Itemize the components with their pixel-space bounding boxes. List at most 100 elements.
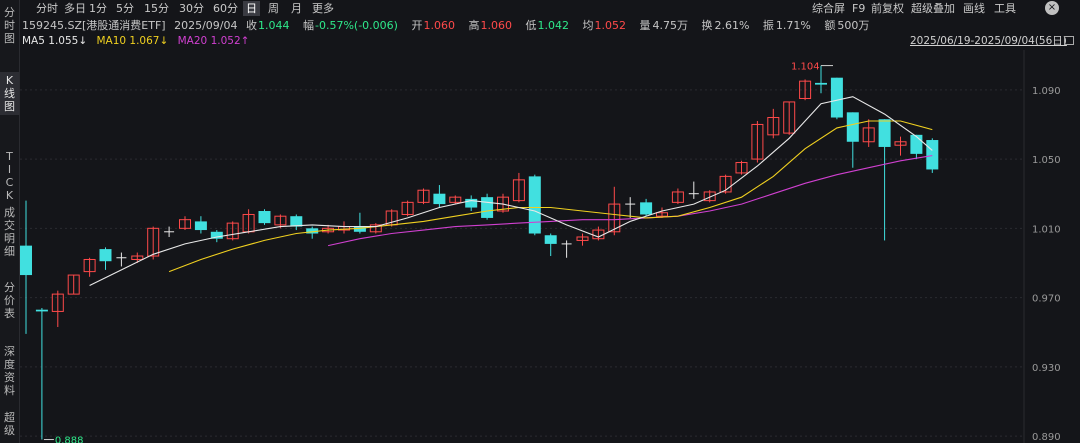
high-label: 高 bbox=[468, 19, 480, 32]
side-tab-4[interactable]: 分价表 bbox=[4, 281, 15, 320]
candle-body-33 bbox=[544, 235, 557, 244]
candle-body-11 bbox=[194, 221, 207, 231]
avg-label: 均 bbox=[582, 19, 594, 32]
candle-body-0 bbox=[20, 245, 32, 276]
candle-body-55 bbox=[894, 141, 907, 146]
candle-body-48 bbox=[783, 101, 796, 134]
amplitude-label: 振 bbox=[762, 19, 774, 32]
candle-body-7 bbox=[131, 255, 144, 260]
ma-legend: MA5 1.055↓ MA10 1.067↓ MA20 1.052↑ bbox=[22, 34, 255, 48]
candle-body-16 bbox=[274, 215, 287, 226]
period-tab-5[interactable]: 30分 bbox=[179, 2, 204, 15]
candle-body-10 bbox=[179, 219, 191, 229]
period-tab-7[interactable]: 日 bbox=[243, 1, 260, 16]
candle-body-26 bbox=[433, 193, 446, 205]
toolbar-item-3[interactable]: 超级叠加 bbox=[911, 2, 955, 15]
candle-body-41 bbox=[671, 191, 684, 203]
period-tab-3[interactable]: 5分 bbox=[116, 2, 134, 15]
candle-body-4 bbox=[83, 258, 96, 273]
period-tab-8[interactable]: 周 bbox=[268, 2, 279, 15]
close-value: 1.044 bbox=[258, 19, 290, 32]
volume-label: 量 bbox=[639, 19, 651, 32]
candle-body-57 bbox=[926, 140, 939, 170]
candle-body-46 bbox=[751, 123, 764, 160]
open-value: 1.060 bbox=[423, 19, 455, 32]
quote-info-line: 159245.SZ[港股通消费ETF] 2025/09/04 收1.044 幅-… bbox=[22, 18, 879, 33]
volume-value: 4.75万 bbox=[652, 19, 688, 32]
period-tab-6[interactable]: 60分 bbox=[213, 2, 238, 15]
toolbar-item-0[interactable]: 综合屏 bbox=[812, 2, 845, 15]
candle-body-49 bbox=[799, 80, 812, 99]
open-label: 开 bbox=[411, 19, 423, 32]
side-tab-6[interactable]: 超级 bbox=[4, 411, 15, 437]
period-toolbar: 分时 多日 1分 5分 15分 30分 60分日周月更多 综合屏 F9 前复权 超级叠加 画线 工具 bbox=[20, 0, 1080, 17]
candle-body-2 bbox=[51, 293, 64, 312]
candle-body-29 bbox=[481, 197, 494, 218]
ma20-line bbox=[327, 155, 933, 247]
side-tab-5[interactable]: 深度资料 bbox=[4, 345, 15, 397]
min-price-label: 0.888 bbox=[55, 436, 84, 443]
y-tick-label-4: 0.930 bbox=[1032, 363, 1061, 374]
side-tab-0[interactable]: 分时图 bbox=[4, 6, 15, 45]
candle-body-28 bbox=[465, 198, 478, 208]
toolbar-item-2[interactable]: 前复权 bbox=[871, 2, 904, 15]
candle-body-53 bbox=[862, 127, 875, 143]
side-tab-3[interactable]: 成交明细 bbox=[4, 206, 15, 258]
max-price-label: 1.104 bbox=[791, 62, 820, 73]
candle-body-32 bbox=[528, 176, 541, 234]
quote-date: 2025/09/04 bbox=[174, 19, 238, 32]
period-tab-9[interactable]: 月 bbox=[291, 2, 302, 15]
candle-body-56 bbox=[910, 134, 923, 154]
candle-body-54 bbox=[878, 119, 891, 147]
candle-body-37 bbox=[608, 203, 621, 233]
candle-body-21 bbox=[353, 226, 366, 232]
y-tick-label-0: 1.090 bbox=[1032, 86, 1061, 97]
y-tick-label-1: 1.050 bbox=[1032, 155, 1061, 166]
candle-body-30 bbox=[497, 196, 509, 212]
security-code: 159245.SZ[港股通消费ETF] bbox=[22, 19, 166, 32]
candle-body-40 bbox=[656, 212, 668, 217]
amplitude-value: 1.71% bbox=[775, 19, 811, 32]
candle-body-5 bbox=[99, 249, 112, 262]
ma20-legend: MA20 1.052↑ bbox=[177, 35, 250, 47]
candle-body-17 bbox=[290, 216, 303, 227]
amount-value: 500万 bbox=[837, 19, 870, 32]
close-icon[interactable]: × bbox=[1045, 1, 1059, 15]
period-tab-4[interactable]: 15分 bbox=[144, 2, 169, 15]
date-range-label[interactable]: 2025/06/19-2025/09/04(56日) bbox=[910, 35, 1067, 47]
candle-body-12 bbox=[210, 231, 223, 239]
toolbar-item-4[interactable]: 画线 bbox=[963, 2, 985, 15]
candle-body-25 bbox=[417, 189, 430, 203]
change-label: 幅 bbox=[303, 19, 314, 32]
y-tick-label-3: 0.970 bbox=[1032, 294, 1061, 305]
candle-body-15 bbox=[258, 211, 271, 224]
candle-body-3 bbox=[67, 274, 80, 295]
avg-value: 1.052 bbox=[594, 19, 626, 32]
ma10-line bbox=[168, 120, 933, 273]
candle-body-31 bbox=[512, 179, 525, 202]
y-tick-label-5: 0.890 bbox=[1032, 432, 1061, 443]
amount-label: 额 bbox=[824, 19, 836, 32]
period-tab-0[interactable]: 分时 bbox=[36, 2, 58, 15]
period-tab-2[interactable]: 1分 bbox=[89, 2, 107, 15]
candle-body-44 bbox=[719, 175, 732, 193]
candle-body-24 bbox=[401, 201, 414, 215]
period-tab-10[interactable]: 更多 bbox=[312, 2, 334, 15]
toolbar-item-5[interactable]: 工具 bbox=[994, 2, 1016, 15]
close-label: 收 bbox=[246, 19, 257, 32]
candle-body-43 bbox=[703, 191, 716, 202]
turnover-label: 换 bbox=[701, 19, 713, 32]
toolbar-item-1[interactable]: F9 bbox=[852, 2, 866, 15]
calendar-icon[interactable] bbox=[1064, 36, 1074, 45]
candle-body-18 bbox=[306, 228, 319, 234]
y-tick-label-2: 1.010 bbox=[1032, 224, 1061, 235]
period-tab-1[interactable]: 多日 bbox=[64, 2, 86, 15]
candle-body-35 bbox=[576, 236, 589, 241]
ma5-line bbox=[89, 96, 933, 286]
low-label: 低 bbox=[525, 19, 537, 32]
candle-body-1 bbox=[35, 309, 48, 312]
